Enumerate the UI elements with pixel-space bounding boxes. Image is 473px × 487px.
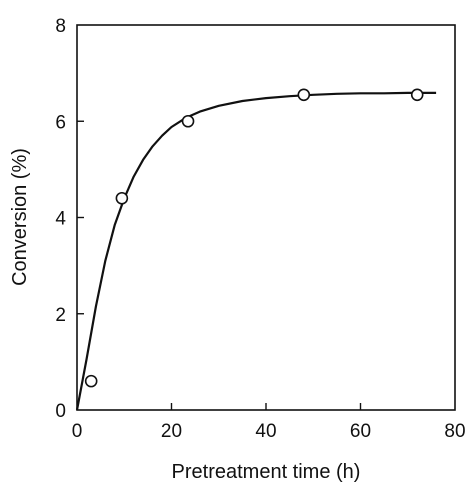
plot-area [76,24,456,411]
data-points-layer [84,88,424,388]
y-tick-label: 8 [55,16,66,37]
plot-frame [76,24,456,411]
fit-curve-layer [75,91,437,411]
data-point [297,88,311,102]
fit-curve [75,91,437,411]
y-tick-label: 6 [55,112,66,133]
x-tick-label: 80 [444,421,465,442]
data-point [181,114,195,128]
data-point [115,191,129,205]
y-tick-label: 2 [55,305,66,326]
x-tick-label: 40 [255,421,276,442]
x-axis-title: Pretreatment time (h) [172,461,361,483]
x-tick-label: 0 [72,421,83,442]
data-point [410,88,424,102]
data-point [84,374,98,388]
y-axis-title: Conversion (%) [9,148,31,286]
y-tick-label: 4 [55,209,66,230]
axis-ticks: 0 20 40 60 80 0 2 4 6 8 [55,16,465,442]
y-tick-label: 0 [55,401,66,422]
x-tick-label: 20 [161,421,182,442]
x-tick-label: 60 [350,421,371,442]
